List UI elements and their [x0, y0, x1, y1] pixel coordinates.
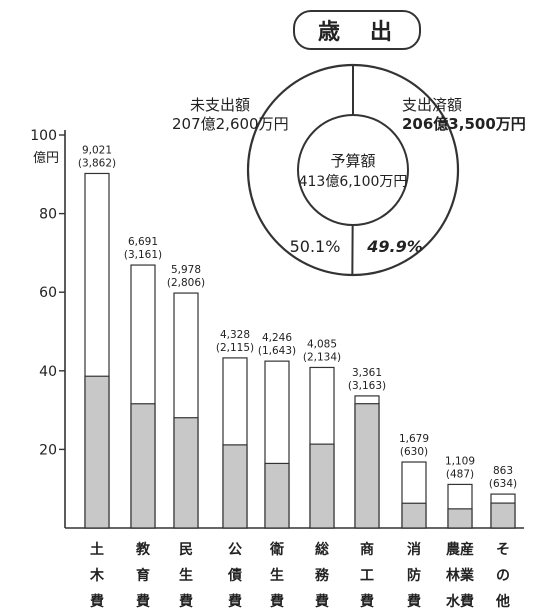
bar-spent: [447, 508, 473, 529]
category-label: 防: [407, 567, 421, 584]
y-tick-label: 60: [39, 285, 57, 301]
category-label: 民: [179, 542, 193, 558]
bar-spent: [222, 444, 248, 529]
category-label: 消: [407, 541, 421, 558]
slice-label-amount: 207億2,600万円: [172, 115, 289, 133]
sub-value-label: (2,115): [216, 342, 254, 354]
slice-pct-label: 50.1%: [290, 237, 341, 256]
category-label: 林業: [446, 567, 475, 584]
bar-spent: [401, 502, 427, 529]
value-label: 6,691: [128, 236, 158, 248]
slice-label-name: 未支出額: [190, 96, 250, 114]
category-label: そ: [496, 542, 510, 558]
bar-spent: [84, 375, 110, 529]
y-tick-label: 20: [39, 442, 57, 458]
bar-spent: [264, 462, 290, 529]
category-label: 費: [90, 593, 104, 610]
category-label: 債: [227, 567, 242, 584]
sub-value-label: (2,806): [167, 277, 205, 289]
category-label: 生: [270, 567, 284, 584]
value-label: 4,246: [262, 332, 292, 344]
category-label: 工: [360, 568, 374, 584]
sub-value-label: (2,134): [303, 351, 341, 363]
value-label: 5,978: [171, 264, 201, 276]
value-label: 1,109: [445, 455, 475, 467]
category-label: 土: [90, 541, 104, 558]
y-tick-label: 80: [39, 207, 57, 223]
category-label: 水費: [446, 593, 474, 610]
donut-inner-ring: [297, 114, 409, 226]
category-label: 費: [179, 593, 193, 610]
category-label: 総: [315, 541, 329, 558]
slice-label-name: 支出済額: [402, 96, 462, 114]
bar-spent: [309, 443, 335, 529]
title-badge: 歳 出: [293, 10, 421, 50]
chart-title: 歳 出: [317, 19, 396, 45]
center-label-title: 予算額: [330, 152, 375, 170]
sub-value-label: (3,163): [348, 380, 386, 392]
category-label: 商: [360, 541, 374, 558]
category-label: 費: [136, 593, 150, 610]
bar-chart: 20406080100億円9,021(3,862)土木費6,691(3,161)…: [30, 128, 524, 610]
bar-spent: [130, 403, 156, 529]
bar-spent: [490, 502, 516, 529]
slice-pct-label: 49.9%: [366, 237, 423, 256]
value-label: 863: [493, 465, 513, 477]
category-label: 他: [495, 593, 510, 610]
center-label-amount: 413億6,100万円: [299, 174, 408, 190]
slice-label-amount: 206億3,500万円: [402, 115, 526, 133]
category-label: 務: [315, 567, 330, 584]
sub-value-label: (3,862): [78, 157, 116, 169]
sub-value-label: (487): [446, 468, 474, 480]
sub-value-label: (3,161): [124, 249, 162, 261]
value-label: 1,679: [399, 433, 429, 445]
sub-value-label: (630): [400, 446, 428, 458]
category-label: 育: [136, 567, 150, 584]
y-tick-label: 40: [39, 364, 57, 380]
value-label: 9,021: [82, 144, 112, 156]
category-label: 生: [179, 567, 193, 584]
category-label: 費: [228, 593, 242, 610]
category-label: 費: [270, 593, 284, 610]
value-label: 4,085: [307, 338, 337, 350]
y-unit-label: 億円: [33, 150, 59, 166]
category-label: 衛: [269, 541, 284, 558]
bar-spent: [173, 417, 199, 529]
category-label: 木: [89, 567, 105, 584]
category-label: 教: [136, 541, 151, 558]
value-label: 3,361: [352, 367, 382, 379]
sub-value-label: (1,643): [258, 345, 296, 357]
y-tick-label: 100: [30, 128, 57, 144]
category-label: 費: [407, 593, 421, 610]
category-label: 公: [228, 542, 242, 558]
value-label: 4,328: [220, 329, 250, 341]
sub-value-label: (634): [489, 478, 517, 490]
category-label: 費: [360, 593, 374, 610]
bar-spent: [354, 403, 380, 529]
category-label: 農産: [446, 541, 474, 558]
category-label: 費: [315, 593, 329, 610]
category-label: の: [496, 568, 510, 584]
